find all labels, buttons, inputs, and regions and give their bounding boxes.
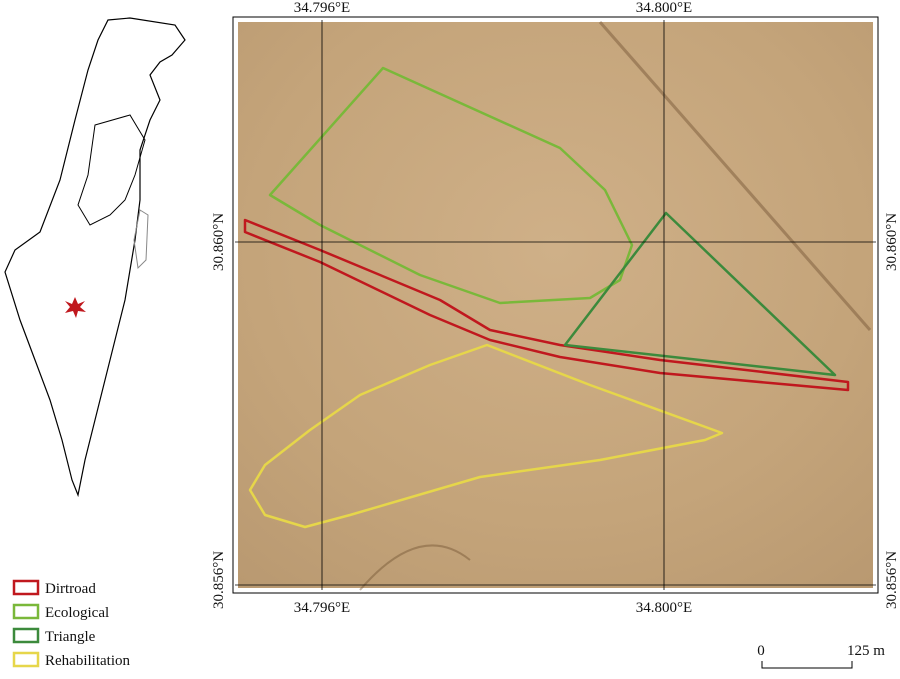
terrain [359,544,471,591]
coordinate-label: 30.856°N [211,551,227,609]
coordinate-label: 34.796°E [294,600,350,616]
scale-label: 125 m [847,643,885,659]
legend-label: Ecological [45,605,109,621]
legend-swatch [12,603,40,620]
coordinate-label: 34.800°E [636,0,692,16]
legend-swatch [12,627,40,644]
legend-label: Triangle [45,629,96,645]
terrain [598,21,872,331]
inset-lake [133,209,149,270]
area-outline [243,218,850,392]
area-outline [268,66,634,305]
coordinate-label: 34.796°E [294,0,350,16]
coordinate-label: 30.860°N [884,213,900,271]
coordinate-label: 34.800°E [636,600,692,616]
coordinate-label: 30.856°N [884,551,900,609]
location-star [65,297,86,318]
country-outline [4,17,186,498]
inset-region [77,114,146,226]
legend-label: Rehabilitation [45,653,130,669]
satellite-image [238,22,873,588]
scale-label: 0 [757,643,765,659]
area-outline [563,211,837,377]
scale-bar [761,661,853,669]
legend-label: Dirtroad [45,581,96,597]
area-outline [248,343,724,529]
coordinate-label: 30.860°N [211,213,227,271]
legend-swatch [12,651,40,668]
legend-swatch [12,579,40,596]
